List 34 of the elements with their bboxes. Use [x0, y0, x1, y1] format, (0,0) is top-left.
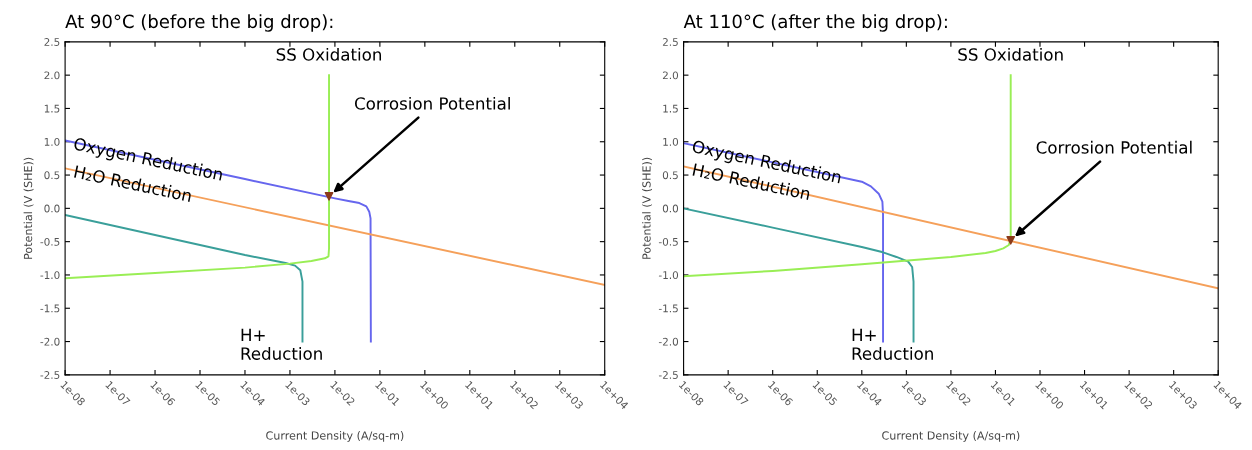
- y-tick-label: -0.5: [658, 237, 678, 246]
- y-axis-title: Potential (V (SHE)): [642, 157, 653, 259]
- chart-title: At 110°C (after the big drop):: [683, 14, 947, 32]
- y-tick-label: -1.5: [40, 304, 60, 313]
- y-tick-label: 2.5: [662, 38, 678, 46]
- y-tick-label: -1.0: [40, 271, 60, 280]
- y-tick-label: -2.5: [658, 371, 678, 379]
- annotation: SS Oxidation: [276, 47, 382, 61]
- y-tick-label: 2.0: [44, 71, 60, 80]
- annotation: H+ Reduction: [852, 328, 933, 360]
- y-tick-label: 0.0: [662, 204, 679, 213]
- x-axis-title: Current Density (A/sq-m): [266, 431, 404, 442]
- y-tick-label: 2.5: [44, 38, 60, 46]
- y-tick-label: -2.0: [40, 337, 60, 346]
- annotation: Corrosion Potential: [1036, 140, 1192, 154]
- y-tick-label: -0.5: [40, 237, 60, 246]
- x-axis-title: Current Density (A/sq-m): [882, 431, 1020, 442]
- y-tick-label: -2.5: [40, 371, 60, 379]
- y-axis-title: Potential (V (SHE)): [23, 157, 34, 259]
- y-tick-label: -1.5: [658, 304, 678, 313]
- y-tick-label: -2.0: [658, 337, 679, 346]
- annotation: Corrosion Potential: [354, 96, 510, 110]
- y-tick-label: 1.0: [663, 137, 679, 146]
- annotation: H+ Reduction: [241, 328, 322, 360]
- chart-title: At 90°C (before the big drop):: [65, 14, 333, 32]
- annotation: SS Oxidation: [958, 47, 1063, 61]
- y-tick-label: 0.5: [44, 171, 60, 180]
- y-tick-label: 2.0: [662, 71, 679, 80]
- y-tick-label: -1.0: [658, 271, 679, 280]
- y-tick-label: 0.0: [44, 204, 60, 213]
- y-tick-label: 1.0: [44, 137, 60, 146]
- y-tick-label: 1.5: [663, 104, 678, 113]
- y-tick-label: 0.5: [662, 171, 678, 180]
- y-tick-label: 1.5: [44, 104, 60, 113]
